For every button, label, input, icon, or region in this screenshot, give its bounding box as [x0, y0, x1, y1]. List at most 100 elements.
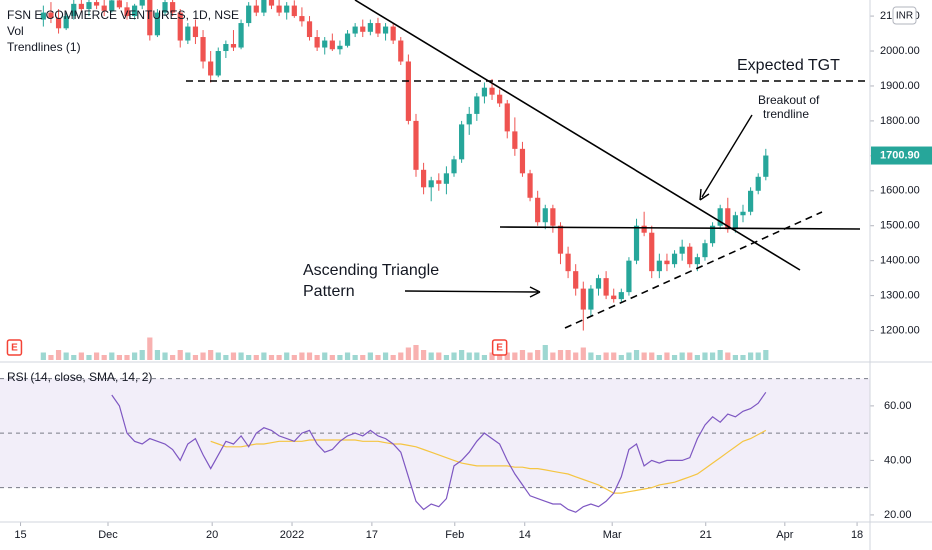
volume-bar	[261, 352, 267, 360]
volume-bar	[565, 350, 571, 360]
volume-bar	[109, 352, 115, 360]
rsi-sma-line	[210, 429, 767, 494]
earnings-marker[interactable]	[6, 339, 23, 356]
pattern-arrow	[404, 290, 539, 293]
candle-body	[466, 113, 472, 125]
candle-body	[748, 190, 754, 212]
rsi-tick-label: 60.00	[884, 400, 912, 412]
volume-bar	[40, 352, 46, 360]
candle-body	[512, 131, 518, 149]
volume-bar	[451, 352, 457, 360]
y-tick-label: 1300.00	[880, 290, 920, 302]
candle-body	[702, 243, 708, 258]
volume-bar	[512, 352, 518, 360]
candle-body	[588, 288, 594, 310]
candle-body	[573, 271, 579, 289]
volume-bar	[748, 352, 754, 360]
volume-bar	[755, 352, 761, 360]
candle-body	[344, 33, 351, 46]
candle-body	[48, 12, 54, 18]
candle-body	[86, 2, 92, 10]
candle-body	[238, 23, 244, 48]
volume-bar	[268, 355, 275, 360]
candle-body	[481, 87, 488, 97]
volume-bar	[78, 352, 84, 360]
volume-bar	[177, 350, 183, 360]
pattern-label: Pattern	[303, 283, 355, 300]
candle-body	[519, 148, 526, 174]
volume-bar	[382, 352, 389, 360]
candle-body	[40, 12, 46, 20]
volume-bar	[284, 352, 290, 360]
candle-body	[291, 5, 297, 17]
earnings-label: E	[11, 343, 18, 354]
rsi-tick-label: 40.00	[884, 454, 912, 466]
candle-body	[337, 45, 343, 50]
candle-body	[284, 5, 290, 13]
y-tick-label: 1500.00	[880, 220, 920, 232]
candle-body	[261, 0, 267, 13]
candle-body	[535, 197, 541, 223]
volume-bar	[314, 355, 320, 360]
volume-bar	[588, 352, 594, 360]
candle-body	[63, 16, 69, 29]
volume-bar	[375, 355, 381, 360]
volume-bar	[154, 350, 161, 360]
volume-bar	[48, 355, 54, 360]
volume-bar	[694, 355, 700, 360]
volume-bar	[215, 352, 221, 360]
candle-body	[641, 225, 647, 233]
candle-body	[93, 2, 100, 6]
x-tick-label: 18	[851, 529, 863, 541]
candle-body	[55, 17, 62, 29]
volume-bar	[360, 355, 366, 360]
candle-body	[124, 7, 130, 17]
volume-bar	[519, 350, 526, 360]
breakout-label: trendline	[763, 107, 809, 121]
candle-body	[649, 232, 655, 272]
candle-body	[603, 278, 609, 296]
candle-body	[755, 176, 761, 191]
volume-bar	[230, 352, 237, 360]
candle-body	[542, 208, 548, 223]
volume-bar	[405, 347, 411, 360]
x-tick-label: Apr	[776, 529, 793, 541]
volume-bar	[740, 355, 746, 360]
axes: 1200.00 1300.00 1400.00 1500.00 1600.00 1700.…	[14, 10, 932, 541]
volume-bar	[124, 355, 130, 360]
rsi-title: RSI (14, close, SMA, 14, 2)	[7, 370, 152, 384]
resistance-line	[499, 226, 861, 230]
volume-bar	[550, 352, 556, 360]
volume-bar	[329, 355, 335, 360]
volume-bar	[139, 350, 145, 360]
x-tick-label: 15	[14, 529, 26, 541]
volume-bar	[443, 355, 450, 360]
candle-body	[162, 2, 168, 13]
candle-body	[116, 0, 122, 8]
x-tick-label: 17	[366, 529, 378, 541]
volume-bar	[337, 355, 343, 360]
candle-body	[489, 87, 495, 95]
volume-bar	[618, 355, 624, 360]
candle-body	[215, 51, 221, 76]
currency-badge[interactable]	[892, 6, 917, 25]
candle-body	[436, 180, 442, 184]
earnings-marker[interactable]	[491, 339, 508, 356]
x-tick-label: 21	[700, 529, 712, 541]
candle-body	[170, 2, 176, 13]
candle-body	[139, 0, 145, 6]
candle-body	[78, 3, 84, 10]
volume-bar	[633, 350, 640, 360]
last-price-box	[871, 146, 932, 165]
candle-body	[679, 246, 685, 254]
volume-bar	[679, 352, 685, 360]
candle-body	[664, 260, 670, 265]
x-tick-label: 2022	[280, 529, 304, 541]
earnings-label: E	[496, 343, 503, 354]
volume-bar	[352, 355, 358, 360]
volume-bar	[367, 352, 373, 360]
candle-body	[633, 225, 640, 261]
candle-body	[420, 169, 427, 188]
x-tick-label: 20	[206, 529, 218, 541]
candle-body	[717, 208, 723, 226]
